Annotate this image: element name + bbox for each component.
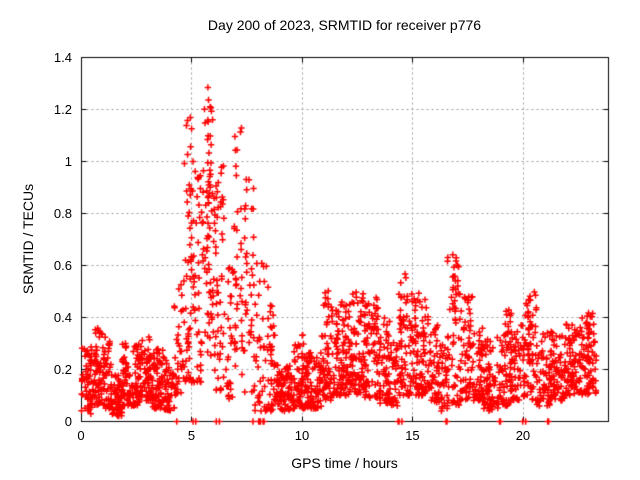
y-tick-label: 0.6 bbox=[53, 258, 72, 273]
x-axis-title: GPS time / hours bbox=[291, 455, 398, 471]
chart-title: Day 200 of 2023, SRMTID for receiver p77… bbox=[207, 17, 482, 33]
y-tick-label: 1.2 bbox=[53, 102, 72, 117]
y-tick-label: 1 bbox=[64, 154, 72, 169]
x-tick-label: 10 bbox=[294, 428, 310, 443]
y-tick-label: 0.4 bbox=[53, 310, 72, 325]
x-tick-label: 5 bbox=[187, 428, 196, 443]
y-tick-label: 0.2 bbox=[53, 362, 72, 377]
x-tick-label: 0 bbox=[77, 428, 85, 443]
y-tick-label: 1.4 bbox=[53, 50, 72, 65]
x-tick-label: 20 bbox=[515, 428, 531, 443]
y-axis-title: SRMTID / TECUs bbox=[20, 183, 36, 295]
y-tick-label: 0 bbox=[64, 414, 72, 429]
x-tick-label: 15 bbox=[405, 428, 420, 443]
y-tick-label: 0.8 bbox=[53, 206, 72, 221]
